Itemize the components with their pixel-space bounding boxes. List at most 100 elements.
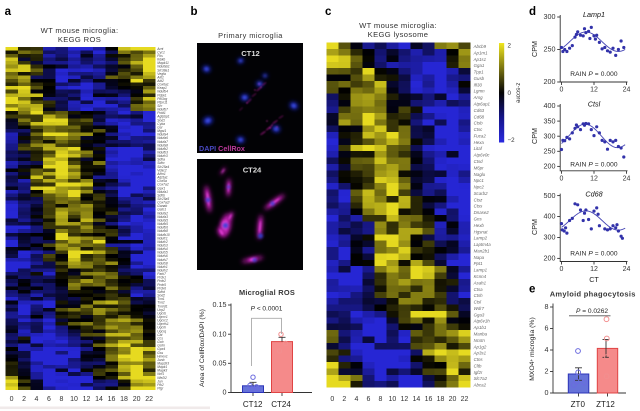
- svg-text:Ccs: Ccs: [157, 337, 163, 341]
- svg-text:6: 6: [545, 324, 549, 333]
- svg-text:Junb: Junb: [156, 358, 164, 362]
- svg-text:16: 16: [425, 396, 433, 403]
- svg-text:20: 20: [133, 396, 141, 403]
- svg-text:Mapk1: Mapk1: [157, 365, 167, 369]
- svg-text:Ndufv2: Ndufv2: [157, 269, 168, 273]
- svg-text:12: 12: [590, 175, 598, 182]
- svg-text:0.05: 0.05: [213, 359, 227, 368]
- svg-text:−2: −2: [508, 137, 516, 144]
- svg-text:12: 12: [590, 87, 598, 94]
- svg-text:Uqcrb: Uqcrb: [157, 311, 166, 315]
- svg-text:Cyba: Cyba: [157, 122, 165, 126]
- svg-text:18: 18: [120, 396, 128, 403]
- svg-text:P = 0.0262: P = 0.0262: [576, 308, 608, 315]
- svg-text:Ctsd: Ctsd: [474, 159, 484, 164]
- svg-text:Ap1b1: Ap1b1: [473, 325, 487, 330]
- svg-text:Gns: Gns: [474, 217, 483, 222]
- svg-text:Ctsz: Ctsz: [474, 197, 484, 202]
- svg-text:Uqcrc2: Uqcrc2: [157, 319, 168, 323]
- svg-text:Ctsh: Ctsh: [474, 293, 484, 298]
- svg-text:0: 0: [560, 266, 564, 273]
- svg-text:Nfe2l2: Nfe2l2: [157, 376, 167, 380]
- svg-text:CT12: CT12: [241, 49, 260, 58]
- svg-text:ZT12: ZT12: [596, 400, 615, 409]
- svg-text:Pdpk1: Pdpk1: [157, 93, 167, 97]
- svg-text:Ctsl: Ctsl: [588, 100, 601, 109]
- svg-text:Napa: Napa: [474, 255, 485, 260]
- svg-text:Vdac2: Vdac2: [157, 168, 167, 172]
- svg-text:Area of CellRox/DAPI (%): Area of CellRox/DAPI (%): [199, 309, 206, 387]
- svg-text:2: 2: [22, 396, 26, 403]
- svg-text:Sdhd: Sdhd: [157, 290, 165, 294]
- svg-text:Ctsa: Ctsa: [474, 287, 484, 292]
- svg-text:Npc1: Npc1: [474, 178, 485, 183]
- svg-text:Naglu: Naglu: [474, 172, 486, 177]
- svg-text:Ptpn11: Ptpn11: [157, 100, 167, 104]
- svg-text:Src: Src: [157, 104, 162, 108]
- svg-text:Slc7a2: Slc7a2: [474, 376, 488, 381]
- svg-text:Man2b1: Man2b1: [474, 248, 490, 253]
- svg-text:Ndufs8: Ndufs8: [157, 261, 168, 265]
- svg-text:Ganab: Ganab: [157, 204, 167, 208]
- svg-text:CPM: CPM: [530, 219, 539, 235]
- svg-text:Arsg: Arsg: [473, 95, 484, 100]
- svg-text:Map2k3: Map2k3: [157, 362, 169, 366]
- svg-text:KEGG ROS: KEGG ROS: [58, 35, 101, 44]
- svg-text:Prdx6: Prdx6: [157, 286, 166, 290]
- svg-text:Atp6v0c: Atp6v0c: [473, 153, 491, 158]
- svg-text:Ndufa2: Ndufa2: [157, 211, 168, 215]
- svg-text:300: 300: [544, 233, 556, 242]
- svg-text:Ndufv1: Ndufv1: [157, 265, 168, 269]
- svg-text:Tpp1: Tpp1: [474, 70, 485, 75]
- svg-text:Lamp1: Lamp1: [583, 10, 605, 19]
- svg-text:8: 8: [545, 302, 549, 311]
- svg-text:Ndufs3: Ndufs3: [157, 244, 168, 248]
- svg-text:Uqcrc1: Uqcrc1: [157, 315, 168, 319]
- svg-text:Vegfa: Vegfa: [157, 72, 166, 76]
- svg-text:0.15: 0.15: [213, 300, 227, 309]
- svg-text:Slc25a4: Slc25a4: [157, 165, 169, 169]
- svg-text:Gss: Gss: [157, 351, 163, 355]
- svg-text:6: 6: [366, 396, 370, 403]
- svg-text:Ndufb3: Ndufb3: [157, 151, 168, 155]
- svg-text:200: 200: [544, 254, 556, 263]
- svg-text:MXO4+ microglia (%): MXO4+ microglia (%): [529, 317, 537, 380]
- svg-text:c: c: [325, 6, 332, 18]
- svg-text:Sod1: Sod1: [157, 118, 165, 122]
- svg-text:Gpx4: Gpx4: [157, 347, 165, 351]
- svg-text:Cd68: Cd68: [585, 190, 602, 199]
- svg-text:Pik3cg: Pik3cg: [157, 97, 167, 101]
- svg-text:0: 0: [560, 175, 564, 182]
- svg-text:Ucp2: Ucp2: [157, 308, 165, 312]
- svg-text:Kcnn4: Kcnn4: [474, 274, 487, 279]
- svg-text:Cox7a2: Cox7a2: [157, 183, 169, 187]
- svg-text:Ctsl: Ctsl: [474, 300, 483, 305]
- svg-text:8: 8: [378, 396, 382, 403]
- svg-text:Ap1m1: Ap1m1: [473, 50, 488, 55]
- svg-text:0.10: 0.10: [213, 329, 227, 338]
- svg-text:Ndufs4: Ndufs4: [157, 247, 168, 251]
- svg-text:Fos: Fos: [157, 54, 163, 58]
- svg-text:z-score: z-score: [515, 83, 522, 104]
- svg-text:Cd63: Cd63: [474, 108, 485, 113]
- svg-text:250: 250: [544, 147, 556, 156]
- svg-text:Prdx1: Prdx1: [157, 276, 166, 280]
- svg-text:Slc25a5: Slc25a5: [157, 197, 169, 201]
- svg-text:14: 14: [413, 396, 421, 403]
- svg-text:Cd68: Cd68: [474, 114, 485, 119]
- svg-text:Gga3: Gga3: [474, 312, 485, 317]
- svg-text:0: 0: [330, 396, 334, 403]
- svg-text:Gsto1: Gsto1: [157, 208, 166, 212]
- svg-text:Lamp1: Lamp1: [474, 268, 488, 273]
- svg-text:Prdx2: Prdx2: [157, 279, 166, 283]
- svg-text:Txn2: Txn2: [157, 301, 164, 305]
- svg-text:Ncf1: Ncf1: [157, 372, 164, 376]
- svg-text:Hexa: Hexa: [474, 140, 485, 145]
- svg-text:400: 400: [544, 101, 556, 110]
- svg-text:Uqcrq: Uqcrq: [157, 329, 166, 333]
- svg-text:Slc38a1: Slc38a1: [157, 68, 169, 72]
- svg-text:Ndufa7: Ndufa7: [157, 140, 168, 144]
- svg-text:Sdhc: Sdhc: [157, 161, 165, 165]
- svg-text:Sdhb: Sdhb: [157, 193, 165, 197]
- svg-text:Hmox1: Hmox1: [157, 354, 168, 358]
